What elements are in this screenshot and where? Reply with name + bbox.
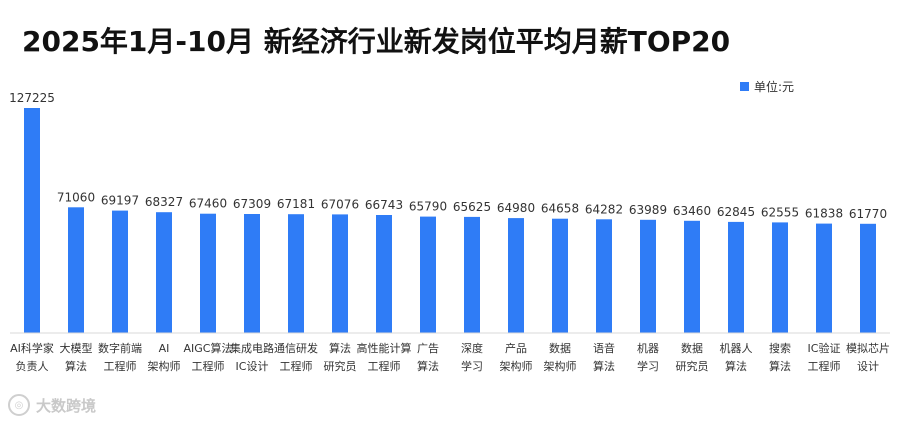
bar-18 (816, 223, 832, 333)
value-label-7: 67076 (321, 197, 359, 211)
legend: 单位:元 (740, 78, 794, 95)
category-label-15-1: 研究员 (676, 359, 709, 373)
bar-4 (200, 213, 216, 333)
value-label-6: 67181 (277, 197, 315, 211)
bar-1 (68, 207, 84, 333)
category-label-18-1: 工程师 (808, 360, 841, 373)
category-label-1-1: 算法 (65, 359, 87, 373)
category-label-7-0: 算法 (329, 341, 351, 355)
category-label-13-0: 语音 (593, 341, 615, 355)
category-label-8-0: 高性能计算 (357, 341, 412, 355)
value-label-15: 63460 (673, 204, 711, 218)
bar-7 (332, 214, 348, 333)
category-label-17-0: 搜索 (769, 341, 791, 355)
value-label-12: 64658 (541, 202, 579, 216)
category-label-12-0: 数据 (549, 341, 571, 355)
category-label-14-0: 机器 (637, 341, 659, 355)
value-label-8: 66743 (365, 198, 403, 212)
category-label-14-1: 学习 (637, 359, 659, 373)
value-label-13: 64282 (585, 202, 623, 216)
category-label-16-0: 机器人 (720, 341, 753, 355)
category-label-1-0: 大模型 (60, 341, 93, 355)
value-label-2: 69197 (101, 194, 139, 208)
value-label-14: 63989 (629, 203, 667, 217)
category-label-18-0: IC验证 (808, 341, 841, 355)
bar-14 (640, 219, 656, 333)
category-label-0-1: 负责人 (16, 359, 49, 373)
value-label-16: 62845 (717, 205, 755, 219)
bar-13 (596, 219, 612, 333)
bar-10 (464, 216, 480, 333)
bar-9 (420, 216, 436, 333)
category-label-0-0: AI科学家 (10, 341, 54, 355)
category-label-3-1: 架构师 (148, 359, 181, 373)
value-label-5: 67309 (233, 197, 271, 211)
category-label-4-1: 工程师 (192, 360, 225, 373)
value-label-19: 61770 (849, 207, 887, 221)
category-label-2-0: 数字前端 (98, 341, 142, 355)
value-label-1: 71060 (57, 190, 95, 204)
value-label-17: 62555 (761, 205, 799, 219)
category-label-16-1: 算法 (725, 359, 747, 373)
value-label-0: 127225 (9, 91, 55, 105)
watermark: ◎ 大数跨境 (8, 394, 96, 416)
category-label-9-1: 算法 (417, 359, 439, 373)
category-label-15-0: 数据 (681, 341, 703, 355)
watermark-text: 大数跨境 (36, 396, 97, 415)
value-label-11: 64980 (497, 201, 535, 215)
category-label-19-1: 设计 (857, 360, 879, 373)
legend-label: 单位:元 (754, 80, 795, 94)
category-label-8-1: 工程师 (368, 360, 401, 373)
bar-17 (772, 222, 788, 333)
category-label-19-0: 模拟芯片 (846, 341, 890, 355)
bar-3 (156, 212, 172, 333)
category-label-2-1: 工程师 (104, 360, 137, 373)
value-label-9: 65790 (409, 200, 447, 214)
category-label-6-1: 工程师 (280, 360, 313, 373)
chart-title: 2025年1月-10月 新经济行业新发岗位平均月薪TOP20 (22, 25, 731, 58)
legend-swatch (740, 82, 749, 91)
category-label-17-1: 算法 (769, 359, 791, 373)
bar-16 (728, 221, 744, 333)
value-label-4: 67460 (189, 197, 227, 211)
category-label-6-0: 通信研发 (274, 341, 318, 355)
bar-2 (112, 210, 128, 333)
bar-0 (24, 108, 40, 333)
bar-11 (508, 218, 524, 333)
category-label-3-0: AI (159, 342, 170, 355)
bar-5 (244, 214, 260, 333)
category-label-5-0: 集成电路 (230, 341, 274, 355)
bar-6 (288, 214, 304, 333)
category-label-9-0: 广告 (417, 342, 439, 355)
value-label-3: 68327 (145, 195, 183, 209)
category-label-7-1: 研究员 (324, 359, 357, 373)
bar-15 (684, 220, 700, 333)
category-label-13-1: 算法 (593, 359, 615, 373)
category-label-4-0: AIGC算法 (184, 341, 233, 355)
bar-12 (552, 218, 568, 333)
bar-8 (376, 215, 392, 333)
value-label-18: 61838 (805, 207, 843, 221)
value-label-10: 65625 (453, 200, 491, 214)
category-label-10-0: 深度 (461, 341, 483, 355)
bar-19 (860, 223, 876, 333)
watermark-logo-icon: ◎ (8, 394, 30, 416)
category-label-11-1: 架构师 (500, 359, 533, 373)
category-label-12-1: 架构师 (544, 359, 577, 373)
category-label-10-1: 学习 (461, 359, 483, 373)
category-label-5-1: IC设计 (236, 360, 269, 373)
category-label-11-0: 产品 (505, 341, 527, 355)
